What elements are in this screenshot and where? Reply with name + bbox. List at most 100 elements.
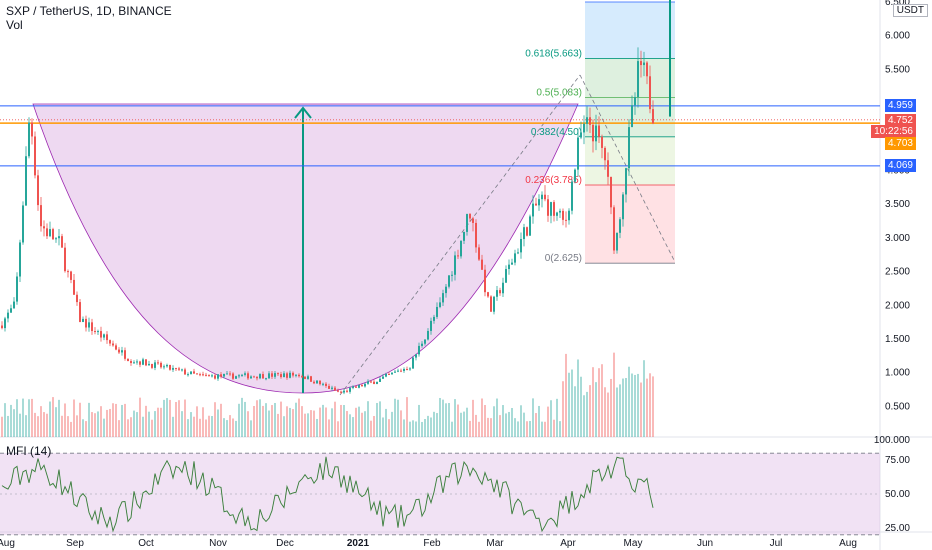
symbol-title[interactable]: SXP / TetherUS, 1D, BINANCE: [6, 4, 172, 18]
volume-bar: [112, 403, 114, 437]
volume-bar: [394, 398, 396, 437]
volume-bar: [388, 419, 390, 437]
candle-body: [628, 127, 630, 169]
volume-bar: [211, 416, 213, 437]
candle-body: [481, 259, 483, 270]
candle-body: [580, 132, 582, 138]
volume-bar: [619, 384, 621, 437]
volume-bar: [82, 419, 84, 437]
volume-bar: [289, 407, 291, 437]
volume-bar: [637, 373, 639, 437]
volume-bar: [649, 373, 651, 437]
candle-body: [61, 236, 63, 248]
candle-body: [382, 376, 384, 379]
candle-body: [319, 380, 321, 385]
candle-body: [391, 372, 393, 375]
volume-bar: [298, 398, 300, 437]
candle-body: [145, 359, 147, 366]
candle-body: [352, 386, 354, 388]
candle-body: [280, 374, 282, 378]
candle-body: [103, 334, 105, 338]
candle-body: [106, 334, 108, 341]
candle-body: [70, 271, 72, 280]
volume-bar: [409, 421, 411, 437]
volume-bar: [94, 413, 96, 437]
volume-bar: [250, 420, 252, 437]
candle-body: [220, 374, 222, 377]
volume-bar: [181, 411, 183, 437]
volume-bar: [529, 420, 531, 437]
candle-body: [385, 373, 387, 377]
candle-body: [604, 147, 606, 161]
volume-bar: [652, 376, 654, 437]
volume-bar: [571, 369, 573, 437]
volume-bar: [49, 401, 51, 437]
candle-body: [439, 302, 441, 307]
candle-body: [583, 123, 585, 133]
candle-body: [337, 390, 339, 392]
volume-bar: [22, 398, 24, 437]
candle-body: [538, 199, 540, 206]
volume-bar: [376, 402, 378, 437]
volume-bar: [397, 399, 399, 437]
candle-body: [232, 373, 234, 379]
candle-body: [424, 339, 426, 344]
candle-body: [223, 374, 225, 377]
volume-bar: [577, 359, 579, 437]
candle-body: [307, 376, 309, 379]
candle-body: [559, 210, 561, 213]
volume-bar: [109, 408, 111, 437]
fib-level-label: 0.236(3.785): [525, 175, 582, 186]
candle-body: [556, 212, 558, 216]
volume-bar: [229, 415, 231, 437]
candle-body: [169, 364, 171, 370]
candle-body: [403, 368, 405, 371]
candle-body: [295, 374, 297, 376]
candle-body: [79, 302, 81, 322]
candle-body: [490, 296, 492, 312]
volume-bar: [241, 397, 243, 437]
countdown-tag: 10:22:56: [871, 125, 916, 138]
price-tag-ma: 4.703: [884, 137, 916, 150]
candle-body: [298, 374, 300, 377]
volume-bar: [178, 400, 180, 437]
time-tick-label: Aug: [839, 538, 857, 549]
candle-body: [508, 264, 510, 270]
volume-bar: [28, 399, 30, 437]
candle-body: [136, 361, 138, 363]
volume-bar: [430, 417, 432, 437]
candle-body: [52, 229, 54, 240]
candle-body: [76, 294, 78, 303]
candle-body: [151, 363, 153, 368]
volume-bar: [10, 404, 12, 437]
currency-unit-badge[interactable]: USDT: [892, 4, 928, 17]
candle-body: [277, 373, 279, 375]
candle-body: [529, 216, 531, 236]
volume-bar: [523, 412, 525, 437]
candle-body: [460, 240, 462, 257]
candle-body: [133, 362, 135, 364]
volume-bar: [484, 405, 486, 437]
candle-body: [430, 320, 432, 331]
mfi-label[interactable]: MFI (14): [6, 444, 52, 458]
candle-body: [148, 363, 150, 366]
volume-bar: [370, 420, 372, 437]
volume-bar: [4, 403, 6, 437]
candle-body: [40, 205, 42, 227]
volume-bar: [583, 395, 585, 437]
candle-body: [43, 226, 45, 229]
volume-label[interactable]: Vol: [6, 18, 23, 32]
volume-bar: [628, 366, 630, 437]
candle-body: [601, 136, 603, 148]
candle-body: [31, 122, 33, 137]
candle-body: [241, 374, 243, 376]
candle-body: [625, 168, 627, 195]
candle-body: [553, 202, 555, 216]
volume-bar: [460, 412, 462, 437]
price-tag-support: 4.069: [884, 159, 916, 172]
volume-bar: [349, 414, 351, 437]
candle-body: [310, 376, 312, 382]
candle-body: [127, 358, 129, 362]
volume-bar: [337, 421, 339, 437]
